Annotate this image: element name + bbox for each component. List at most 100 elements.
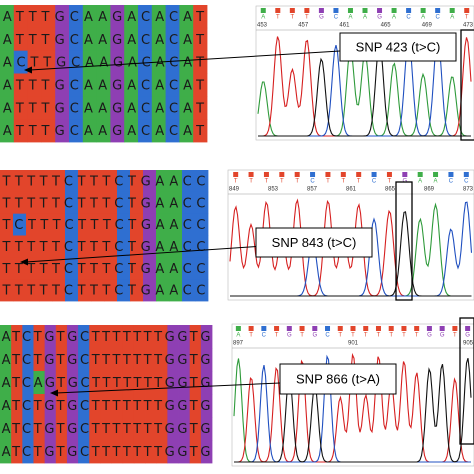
base-cell: [13, 213, 27, 236]
base-cell: [27, 73, 42, 97]
position-label: 473: [463, 23, 474, 29]
base-call-letter: C: [372, 179, 377, 185]
snp-label: SNP 423 (t>C): [356, 39, 441, 54]
base-cell: [189, 394, 202, 418]
base-cell: [22, 417, 34, 441]
base-cell: [96, 5, 111, 29]
base-cell: [27, 119, 42, 143]
base-call-letter: T: [265, 179, 269, 185]
base-cell: [189, 348, 202, 372]
base-cell: [11, 371, 23, 395]
base-cell: [169, 257, 183, 280]
base-cell: [13, 27, 28, 52]
base-cell: [52, 257, 66, 280]
base-cell: [66, 440, 79, 464]
base-cell: [117, 213, 131, 236]
base-cell: [55, 417, 68, 441]
base-cell: [22, 348, 34, 372]
base-cell: [33, 440, 46, 464]
base-cell: [117, 279, 131, 302]
base-cell: [195, 279, 209, 302]
base-call-letter: T: [249, 179, 253, 185]
base-cell: [27, 5, 42, 29]
base-cell: [41, 96, 56, 120]
base-cell: [117, 170, 131, 193]
pointer-arrow: [25, 246, 257, 263]
base-call-letter: G: [440, 333, 445, 339]
base-call-marker: [279, 172, 285, 177]
base-call-letter: T: [295, 179, 299, 185]
base-cell: [78, 235, 92, 258]
base-cell: [195, 213, 209, 236]
base-cell: [0, 394, 12, 418]
base-cell: [55, 394, 68, 418]
base-call-marker: [310, 172, 316, 177]
base-cell: [189, 440, 202, 464]
base-cell: [156, 348, 168, 372]
base-cell: [91, 279, 105, 302]
base-call-letter: T: [234, 179, 238, 185]
base-cell: [55, 371, 68, 395]
base-cell: [151, 5, 166, 29]
base-cell: [55, 96, 70, 120]
base-cell: [52, 279, 66, 302]
base-cell: [122, 440, 135, 464]
base-cell: [0, 325, 12, 349]
base-cell: [138, 27, 153, 52]
base-cell: [55, 27, 70, 52]
base-cell: [167, 417, 179, 441]
snp-highlight: [395, 181, 413, 301]
base-cell: [22, 440, 34, 464]
base-call-marker: [401, 326, 407, 331]
base-cell: [13, 73, 28, 97]
base-call-letter: T: [276, 15, 280, 21]
base-cell: [124, 27, 139, 52]
base-cell: [78, 191, 92, 215]
base-cell: [0, 73, 15, 97]
base-cell: [55, 73, 70, 97]
base-cell: [138, 50, 153, 74]
base-cell: [13, 50, 28, 74]
base-call-marker: [371, 172, 377, 177]
base-cell: [143, 170, 157, 193]
snp-label-box: [279, 363, 397, 395]
base-cell: [151, 73, 166, 97]
base-cell: [182, 279, 196, 302]
chromatogram-trace: [234, 358, 472, 463]
base-cell: [11, 325, 23, 349]
base-cell: [182, 213, 196, 236]
snp-label: SNP 866 (t>A): [296, 371, 380, 386]
base-cell: [89, 394, 101, 418]
base-cell: [178, 394, 191, 418]
base-cell: [0, 50, 15, 74]
base-cell: [124, 119, 139, 143]
sequence-row: ATCTGTGCTTTTTTTGGTG: [2, 422, 211, 437]
base-call-letter: A: [450, 15, 454, 21]
base-cell: [78, 371, 90, 395]
base-cell: [117, 235, 131, 258]
base-cell: [178, 371, 191, 395]
base-cell: [33, 371, 46, 395]
position-label: 461: [339, 23, 350, 29]
base-cell: [167, 371, 179, 395]
base-call-letter: T: [357, 179, 361, 185]
base-call-marker: [386, 172, 392, 177]
base-call-marker: [248, 172, 254, 177]
base-call-letter: T: [300, 333, 304, 339]
base-cell: [124, 96, 139, 120]
base-cell: [122, 348, 135, 372]
pointer-arrow: [29, 50, 341, 71]
base-call-letter: G: [319, 15, 324, 21]
base-cell: [26, 213, 40, 236]
base-cell: [27, 27, 42, 52]
base-cell: [110, 119, 125, 143]
base-cell: [78, 279, 92, 302]
base-cell: [33, 348, 46, 372]
base-cell: [78, 257, 92, 280]
base-call-marker: [337, 326, 343, 331]
base-call-letter: T: [415, 333, 419, 339]
base-call-marker: [340, 172, 346, 177]
base-cell: [145, 417, 157, 441]
base-cell: [41, 73, 56, 97]
base-cell: [65, 235, 79, 258]
